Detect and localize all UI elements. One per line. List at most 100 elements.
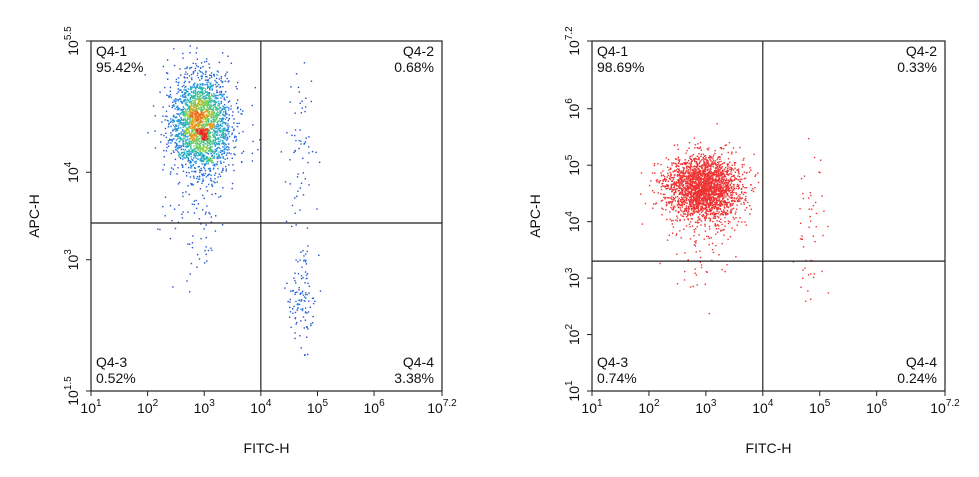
- data-point: [155, 115, 156, 116]
- data-point: [225, 118, 226, 119]
- data-point: [298, 307, 299, 308]
- data-point: [198, 133, 199, 134]
- data-point: [691, 205, 692, 206]
- data-point: [190, 176, 191, 177]
- data-point: [306, 263, 307, 264]
- data-point: [678, 211, 679, 212]
- data-point: [198, 166, 199, 167]
- data-point: [737, 175, 738, 176]
- data-point: [231, 188, 232, 189]
- data-point: [711, 161, 712, 162]
- data-point: [209, 74, 210, 75]
- data-point: [708, 236, 709, 237]
- data-point: [191, 79, 192, 80]
- data-point: [693, 235, 694, 236]
- data-point: [809, 216, 810, 217]
- data-point: [702, 210, 703, 211]
- data-point: [175, 159, 176, 160]
- data-point: [185, 164, 186, 165]
- data-point: [218, 101, 219, 102]
- data-point: [699, 173, 700, 174]
- data-point: [216, 107, 217, 108]
- data-point: [660, 180, 661, 181]
- data-point: [181, 149, 182, 150]
- data-point: [204, 135, 205, 136]
- data-point: [702, 157, 703, 158]
- data-point: [203, 155, 204, 156]
- data-point: [225, 111, 226, 112]
- data-point: [184, 113, 185, 114]
- data-point: [690, 167, 691, 168]
- data-point: [183, 154, 184, 155]
- data-point: [185, 122, 186, 123]
- data-point: [305, 294, 306, 295]
- data-point: [179, 115, 180, 116]
- data-point: [186, 129, 187, 130]
- data-point: [237, 126, 238, 127]
- data-point: [257, 149, 258, 150]
- data-point: [295, 323, 296, 324]
- data-point: [746, 187, 747, 188]
- data-point: [159, 92, 160, 93]
- data-point: [215, 144, 216, 145]
- data-point: [176, 150, 177, 151]
- data-point: [660, 193, 661, 194]
- data-point: [740, 181, 741, 182]
- data-point: [649, 185, 650, 186]
- data-point: [814, 241, 815, 242]
- data-point: [188, 167, 189, 168]
- data-point: [312, 322, 313, 323]
- data-point: [666, 203, 667, 204]
- data-point: [306, 137, 307, 138]
- data-point: [201, 170, 202, 171]
- data-point: [822, 235, 823, 236]
- quadrant-name-top-left: Q4-1: [96, 43, 127, 59]
- data-point: [183, 124, 184, 125]
- data-point: [723, 184, 724, 185]
- data-point: [201, 153, 202, 154]
- data-point: [730, 205, 731, 206]
- data-point: [170, 142, 171, 143]
- data-point: [298, 273, 299, 274]
- data-point: [211, 89, 212, 90]
- data-point: [309, 286, 310, 287]
- data-point: [693, 212, 694, 213]
- data-points: [145, 45, 322, 356]
- data-point: [721, 269, 722, 270]
- data-point: [713, 154, 714, 155]
- data-point: [726, 194, 727, 195]
- data-point: [718, 194, 719, 195]
- data-point: [199, 125, 200, 126]
- data-point: [750, 184, 751, 185]
- data-point: [178, 133, 179, 134]
- data-point: [178, 88, 179, 89]
- data-point: [209, 213, 210, 214]
- data-point: [209, 160, 210, 161]
- data-point: [685, 209, 686, 210]
- data-point: [661, 175, 662, 176]
- data-point: [704, 238, 705, 239]
- data-point: [816, 226, 817, 227]
- data-point: [233, 118, 234, 119]
- data-point: [736, 186, 737, 187]
- data-point: [218, 147, 219, 148]
- data-point: [741, 189, 742, 190]
- data-point: [662, 200, 663, 201]
- data-point: [170, 238, 171, 239]
- data-point: [215, 113, 216, 114]
- data-point: [186, 124, 187, 125]
- data-point: [667, 197, 668, 198]
- data-point: [695, 199, 696, 200]
- data-point: [294, 294, 295, 295]
- data-point: [175, 228, 176, 229]
- data-point: [203, 126, 204, 127]
- data-point: [205, 173, 206, 174]
- data-point: [805, 301, 806, 302]
- data-point: [217, 98, 218, 99]
- data-point: [209, 124, 210, 125]
- data-point: [677, 283, 678, 284]
- data-point: [293, 306, 294, 307]
- data-point: [699, 202, 700, 203]
- data-point: [665, 209, 666, 210]
- data-point: [193, 132, 194, 133]
